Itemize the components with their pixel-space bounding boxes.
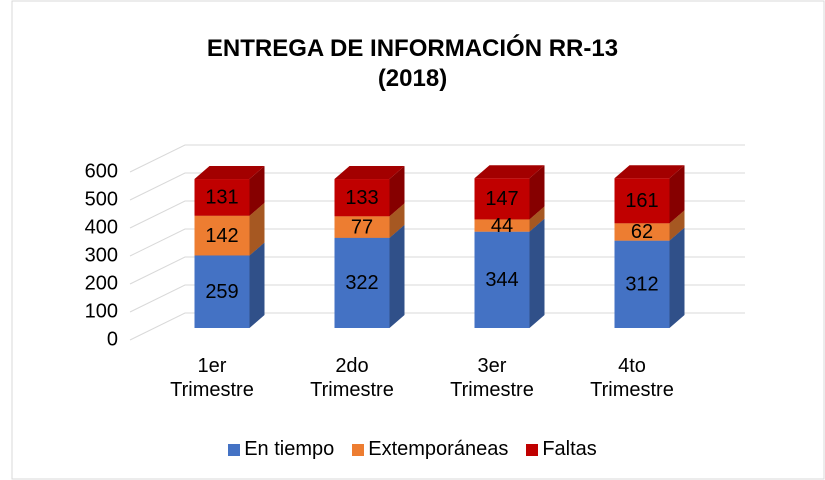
data-label: 322 (345, 272, 378, 294)
grid-line (129, 284, 745, 313)
bar-segment-side (669, 165, 685, 224)
data-label: 62 (631, 221, 653, 243)
data-label: 259 (205, 281, 238, 303)
legend-label: Faltas (542, 438, 597, 460)
bar-segment-top (474, 165, 545, 179)
bar-segment-side (529, 218, 545, 328)
data-label: 44 (491, 215, 513, 237)
legend-label: Extemporáneas (368, 438, 509, 460)
legend-swatch (526, 443, 539, 456)
grid-line (129, 144, 745, 173)
data-label: 344 (485, 269, 518, 291)
legend-item: En tiempo (228, 438, 334, 461)
bar-segment (334, 216, 390, 238)
y-tick-label: 0 (107, 328, 118, 350)
bar-segment (614, 240, 670, 328)
grid-line (129, 228, 745, 257)
y-tick-label: 100 (85, 300, 118, 322)
legend-swatch (352, 443, 365, 456)
legend-label: En tiempo (244, 438, 335, 460)
y-tick-label: 300 (85, 244, 118, 266)
bar-segment-side (389, 224, 405, 328)
bar-segment-side (669, 210, 685, 241)
bar-segment-top (614, 165, 685, 179)
data-label: 142 (205, 225, 238, 247)
legend-item: Faltas (526, 438, 597, 461)
x-tick-label: 1er Trimestre (170, 355, 254, 401)
grid-line (129, 172, 745, 201)
y-tick-label: 600 (85, 160, 118, 182)
y-tick-label: 200 (85, 272, 118, 294)
bar-segment-top (194, 166, 265, 180)
bar-segment-side (529, 206, 545, 232)
bar-segment (474, 231, 530, 328)
bar-segment (614, 223, 670, 241)
data-label: 77 (351, 216, 373, 238)
bar-segment-side (249, 242, 265, 328)
bar-segment (334, 179, 390, 217)
bar-segment-top (334, 166, 405, 180)
bar-segment-side (389, 166, 405, 217)
bar-segment-side (389, 203, 405, 238)
bar-segment (474, 178, 530, 220)
grid-line (129, 312, 745, 341)
bar-segment (194, 215, 250, 256)
bar-segment (614, 178, 670, 224)
data-label: 161 (625, 190, 658, 212)
bar-segment-side (249, 202, 265, 256)
legend-swatch (228, 443, 241, 456)
grid-line (129, 200, 745, 229)
grid-line (129, 256, 745, 285)
bar-segment-side (529, 165, 545, 220)
bar-segment-side (249, 166, 265, 216)
chart-title: ENTREGA DE INFORMACIÓN RR-13 (2018) (206, 35, 619, 92)
chart-border (11, 0, 825, 480)
y-tick-label: 500 (85, 188, 118, 210)
bar-segment (334, 237, 390, 328)
legend: En tiempo Extemporáneas Faltas (0, 438, 825, 461)
bar-segment-side (669, 227, 685, 328)
y-tick-label: 400 (85, 216, 118, 238)
bar-segment (194, 255, 250, 328)
data-label: 312 (625, 274, 658, 296)
bar-segment (474, 219, 530, 232)
data-label: 133 (345, 187, 378, 209)
data-label: 147 (485, 188, 518, 210)
x-tick-label: 3er Trimestre (450, 355, 534, 401)
legend-item: Extemporáneas (352, 438, 508, 461)
x-tick-label: 4to Trimestre (590, 355, 674, 401)
x-tick-label: 2do Trimestre (310, 355, 394, 401)
bar-segment (194, 179, 250, 216)
data-label: 131 (205, 187, 238, 209)
